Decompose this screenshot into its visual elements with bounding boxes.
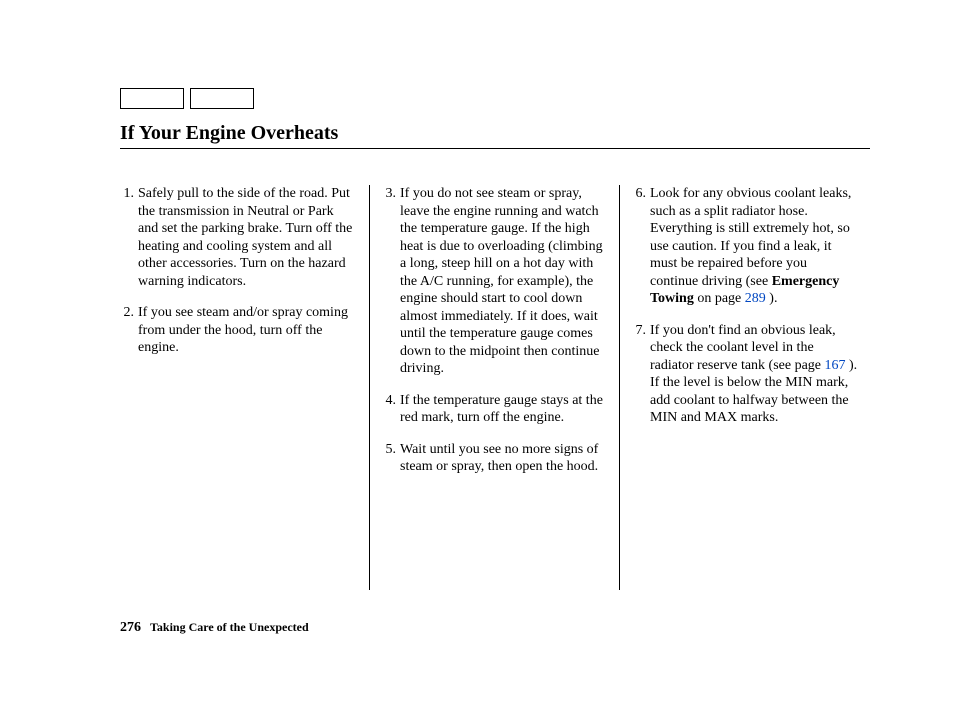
step-number: 5. xyxy=(382,441,396,476)
step-text: If you don't find an obvious leak, check… xyxy=(650,322,858,427)
step-text: Wait until you see no more signs of stea… xyxy=(400,441,607,476)
manual-page: If Your Engine Overheats 1. Safely pull … xyxy=(0,0,954,710)
step-4: 4. If the temperature gauge stays at the… xyxy=(382,392,607,427)
page-title: If Your Engine Overheats xyxy=(120,122,338,145)
section-name: Taking Care of the Unexpected xyxy=(150,620,309,634)
step-7: 7. If you don't find an obvious leak, ch… xyxy=(632,322,858,427)
header-box-2 xyxy=(190,88,254,109)
step-number: 2. xyxy=(120,304,134,357)
content-columns: 1. Safely pull to the side of the road. … xyxy=(120,185,870,590)
page-link-167[interactable]: 167 xyxy=(825,358,846,373)
step-text: If you see steam and/or spray coming fro… xyxy=(138,304,357,357)
text-run: If you don't find an obvious leak, check… xyxy=(650,323,836,373)
column-2: 3. If you do not see steam or spray, lea… xyxy=(370,185,620,590)
step-text: Safely pull to the side of the road. Put… xyxy=(138,185,357,290)
text-run: ). xyxy=(766,291,778,306)
title-underline xyxy=(120,148,870,149)
step-1: 1. Safely pull to the side of the road. … xyxy=(120,185,357,290)
header-tabs xyxy=(120,88,254,109)
step-number: 6. xyxy=(632,185,646,308)
column-3: 6. Look for any obvious coolant leaks, s… xyxy=(620,185,870,590)
step-6: 6. Look for any obvious coolant leaks, s… xyxy=(632,185,858,308)
step-number: 7. xyxy=(632,322,646,427)
step-5: 5. Wait until you see no more signs of s… xyxy=(382,441,607,476)
text-run: on page xyxy=(694,291,745,306)
page-footer: 276 Taking Care of the Unexpected xyxy=(120,620,309,636)
step-number: 4. xyxy=(382,392,396,427)
step-text: If the temperature gauge stays at the re… xyxy=(400,392,607,427)
page-number: 276 xyxy=(120,620,141,635)
column-1: 1. Safely pull to the side of the road. … xyxy=(120,185,370,590)
step-2: 2. If you see steam and/or spray coming … xyxy=(120,304,357,357)
step-number: 1. xyxy=(120,185,134,290)
page-link-289[interactable]: 289 xyxy=(745,291,766,306)
step-text: If you do not see steam or spray, leave … xyxy=(400,185,607,378)
step-number: 3. xyxy=(382,185,396,378)
step-text: Look for any obvious coolant leaks, such… xyxy=(650,185,858,308)
header-box-1 xyxy=(120,88,184,109)
step-3: 3. If you do not see steam or spray, lea… xyxy=(382,185,607,378)
